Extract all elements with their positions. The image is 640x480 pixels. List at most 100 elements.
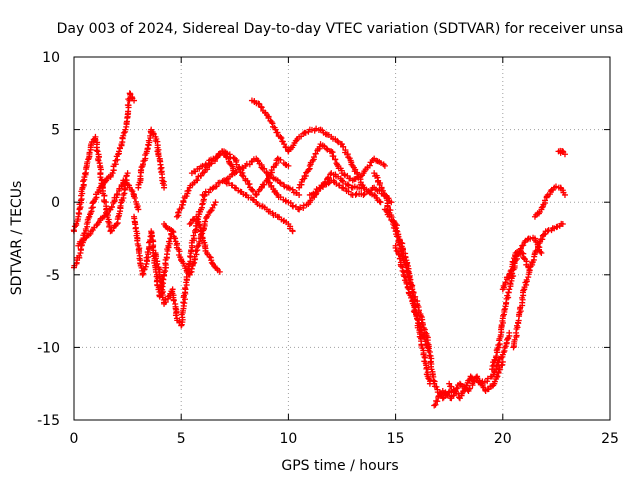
x-tick-label: 20 [494,431,512,447]
data-point [334,137,341,144]
data-point [194,177,201,184]
data-point [188,247,195,254]
data-point [244,177,251,184]
data-point [206,253,213,260]
data-point [544,228,551,235]
data-point [190,232,197,239]
data-point [495,359,502,366]
data-point [344,181,351,188]
data-point [175,209,182,216]
data-point [172,312,179,319]
data-point [216,268,223,275]
data-point [289,228,296,235]
data-point [213,154,220,161]
data-point [152,255,159,262]
data-point [286,185,293,192]
data-point [228,171,235,178]
data-point [377,199,384,206]
data-point [122,126,129,133]
data-point [193,251,200,258]
data-point [86,149,93,156]
data-point [552,183,559,190]
data-point [202,161,209,168]
data-point [305,166,312,173]
data-point [140,270,147,277]
data-point [466,385,473,392]
data-point [534,247,541,254]
data-point [268,118,275,125]
data-point [424,344,431,351]
data-point [93,222,100,229]
data-point [108,227,115,234]
data-point [80,178,87,185]
data-point [196,238,203,245]
data-point [366,162,373,169]
data-point [102,178,109,185]
data-point [182,285,189,292]
data-point [277,156,284,163]
data-point [379,187,386,194]
x-tick-label: 5 [177,431,186,447]
data-point [75,210,82,217]
data-point [325,180,332,187]
data-point [498,354,505,361]
data-point [124,102,131,109]
data-point [114,190,121,197]
data-point [422,354,429,361]
data-point [71,223,78,230]
data-point [330,153,337,160]
data-point [250,188,257,195]
plot-frame [73,56,611,421]
data-point [324,175,331,182]
y-tick-label: -5 [46,268,60,284]
data-point [506,329,513,336]
data-point [396,255,403,262]
data-point [410,308,417,315]
data-point [114,156,121,163]
data-point [328,148,335,155]
data-point [131,194,138,201]
data-point [415,320,422,327]
data-point [526,266,533,273]
data-point [506,286,513,293]
data-point [561,191,568,198]
data-point [340,143,347,150]
data-point [274,155,281,162]
data-point [131,97,138,104]
data-point [175,209,182,216]
data-point [393,222,400,229]
data-point [376,198,383,205]
data-point [354,170,361,177]
data-point [165,238,172,245]
data-point [520,255,527,262]
data-point [202,218,209,225]
data-point [113,220,120,227]
data-point [308,126,315,133]
data-point [94,148,101,155]
data-point [124,170,131,177]
data-point [535,243,542,250]
data-point [392,244,399,251]
data-point [84,159,91,166]
data-point [360,191,367,198]
data-point [261,165,268,172]
data-point [463,382,470,389]
data-point [494,373,501,380]
data-point [310,154,317,161]
data-point [169,228,176,235]
data-point [186,220,193,227]
data-point [120,129,127,136]
data-point [514,248,521,255]
data-point [148,233,155,240]
data-point [520,287,527,294]
data-point [144,249,151,256]
data-point [277,180,284,187]
grid-layer [74,57,610,420]
data-point [258,104,265,111]
data-point [399,267,406,274]
data-point [115,213,122,220]
data-point [211,201,218,208]
data-point [452,387,459,394]
data-point [188,265,195,272]
data-point [285,162,292,169]
